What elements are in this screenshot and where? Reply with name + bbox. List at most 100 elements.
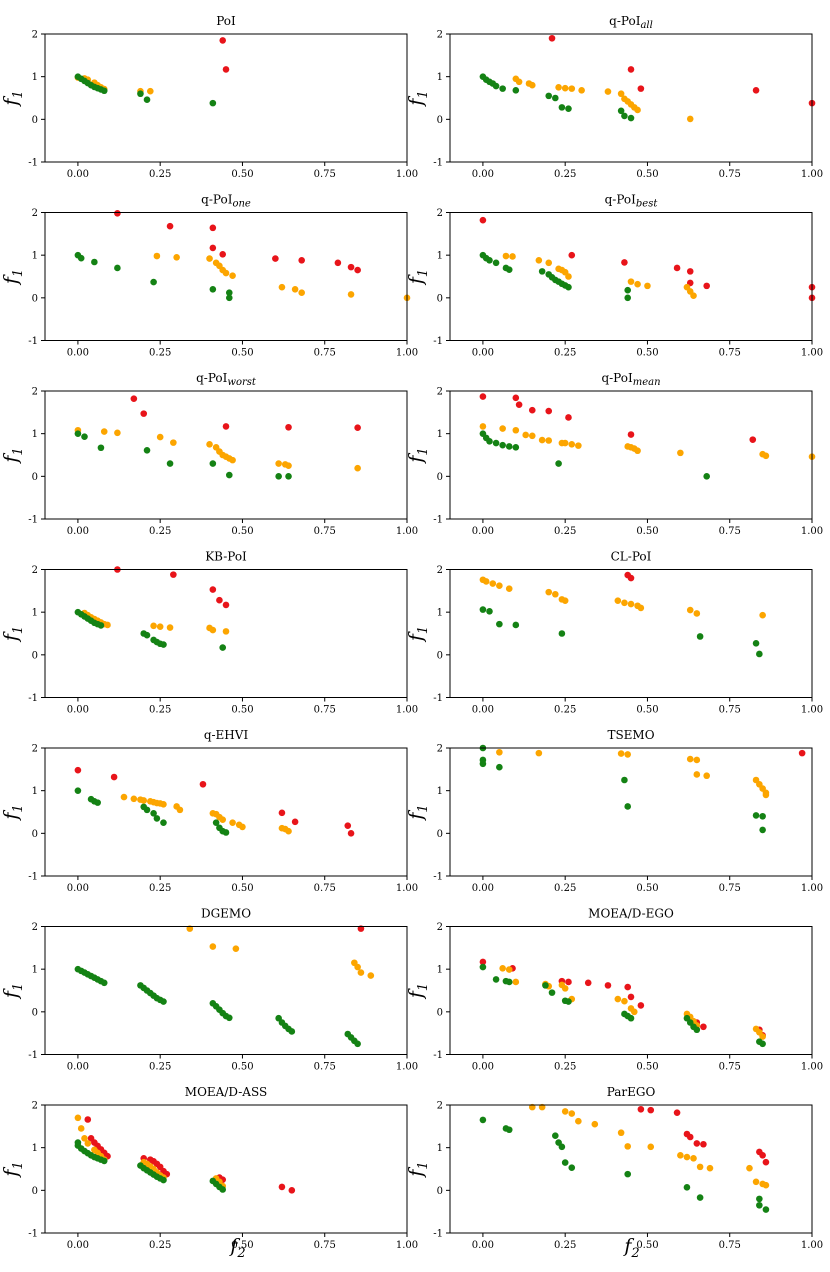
data-point-orange bbox=[759, 1033, 766, 1040]
panel-title: TSEMO bbox=[607, 728, 654, 742]
y-tick-label: 0 bbox=[437, 293, 443, 304]
x-tick-label: 0.75 bbox=[719, 883, 741, 894]
panel-title-main: q-PoI bbox=[196, 371, 228, 385]
data-point-orange bbox=[528, 432, 536, 440]
data-point-red bbox=[354, 266, 361, 274]
data-point-green bbox=[77, 254, 85, 262]
y-tick-label: 1 bbox=[437, 429, 443, 440]
y-axis-label-subscript: 1 bbox=[11, 626, 26, 634]
panel-title-main: MOEA/D-ASS bbox=[185, 1085, 267, 1099]
x-tick-label: 1.00 bbox=[801, 348, 823, 359]
data-point-green bbox=[209, 286, 217, 293]
data-point-orange bbox=[512, 978, 520, 986]
x-tick-label: 0.50 bbox=[636, 705, 658, 716]
y-axis-label: f1 bbox=[405, 269, 431, 286]
data-point-orange bbox=[614, 995, 622, 1003]
data-point-green bbox=[624, 1170, 632, 1178]
x-tick-label: 0.50 bbox=[231, 1062, 253, 1073]
y-tick-label: 1 bbox=[32, 251, 38, 262]
data-point-red bbox=[74, 766, 82, 774]
y-tick-label: 2 bbox=[437, 30, 443, 41]
data-point-red bbox=[637, 1002, 645, 1009]
data-point-red bbox=[703, 282, 710, 290]
x-tick-label: 1.00 bbox=[801, 169, 823, 180]
data-point-orange bbox=[568, 1110, 576, 1117]
data-point-red bbox=[347, 263, 355, 271]
plot-frame bbox=[44, 569, 408, 698]
data-point-green bbox=[683, 1184, 691, 1191]
data-point-red bbox=[479, 216, 487, 224]
panel-title: ParEGO bbox=[607, 1085, 656, 1099]
data-point-red bbox=[515, 401, 523, 408]
panel-title: MOEA/D-EGO bbox=[588, 907, 674, 921]
data-point-red bbox=[219, 37, 227, 44]
data-point-orange bbox=[170, 439, 177, 446]
y-axis-label-subscript: 1 bbox=[416, 90, 431, 98]
data-point-green bbox=[209, 460, 217, 467]
y-tick-label: -1 bbox=[433, 1229, 443, 1240]
x-tick-label: 0.75 bbox=[719, 1062, 741, 1073]
data-point-red bbox=[334, 259, 342, 267]
panel-title: q-PoIworst bbox=[196, 371, 257, 388]
data-point-orange bbox=[100, 428, 108, 435]
data-point-green bbox=[285, 473, 292, 480]
plot-frame bbox=[44, 926, 408, 1055]
y-tick-label: 1 bbox=[437, 1143, 443, 1154]
data-point-orange bbox=[528, 81, 536, 89]
data-points bbox=[74, 925, 375, 1048]
data-point-green bbox=[212, 819, 220, 826]
data-points bbox=[479, 958, 766, 1048]
data-point-orange bbox=[621, 997, 628, 1005]
data-point-green bbox=[496, 763, 503, 771]
data-point-red bbox=[170, 571, 177, 578]
y-tick-label: 1 bbox=[437, 251, 443, 262]
data-point-red bbox=[565, 414, 572, 421]
y-axis-label-main: f bbox=[405, 1167, 427, 1179]
y-tick-label: 1 bbox=[32, 608, 38, 619]
data-point-green bbox=[555, 460, 562, 467]
data-point-green bbox=[561, 1159, 569, 1166]
y-axis-label-main: f bbox=[405, 810, 427, 822]
data-point-orange bbox=[84, 1140, 92, 1147]
data-point-orange bbox=[522, 431, 529, 439]
data-point-green bbox=[512, 621, 520, 629]
y-axis-label-subscript: 1 bbox=[11, 804, 26, 812]
data-point-orange bbox=[499, 425, 506, 432]
data-point-red bbox=[84, 1116, 92, 1123]
data-points bbox=[479, 571, 766, 658]
data-point-orange bbox=[624, 751, 632, 758]
data-point-green bbox=[545, 92, 553, 100]
data-point-red bbox=[624, 983, 632, 991]
x-tick-label: 0.00 bbox=[472, 1062, 494, 1073]
data-point-red bbox=[700, 1140, 707, 1148]
y-tick-label: 0 bbox=[437, 829, 443, 840]
y-tick-label: -1 bbox=[28, 693, 38, 704]
data-point-orange bbox=[367, 972, 375, 979]
data-point-orange bbox=[222, 269, 230, 277]
data-point-red bbox=[110, 773, 118, 781]
data-point-red bbox=[272, 255, 279, 262]
y-axis-label-subscript: 1 bbox=[416, 626, 431, 634]
data-point-orange bbox=[114, 429, 121, 437]
data-point-orange bbox=[693, 610, 701, 617]
data-point-green bbox=[624, 294, 632, 302]
data-point-orange bbox=[515, 78, 523, 86]
data-point-orange bbox=[176, 806, 184, 814]
data-point-red bbox=[479, 393, 487, 400]
y-tick-label: -1 bbox=[28, 158, 38, 169]
data-point-orange bbox=[77, 1125, 85, 1132]
data-point-orange bbox=[614, 597, 622, 604]
data-point-green bbox=[696, 1194, 704, 1201]
y-axis-label-main: f bbox=[0, 453, 22, 465]
data-point-red bbox=[749, 436, 757, 443]
data-point-red bbox=[548, 34, 556, 42]
data-point-orange bbox=[565, 273, 572, 280]
y-axis-label: f1 bbox=[405, 983, 431, 1000]
data-point-orange bbox=[496, 582, 503, 590]
data-point-red bbox=[621, 259, 628, 266]
data-point-green bbox=[492, 82, 500, 90]
data-points bbox=[479, 744, 806, 834]
